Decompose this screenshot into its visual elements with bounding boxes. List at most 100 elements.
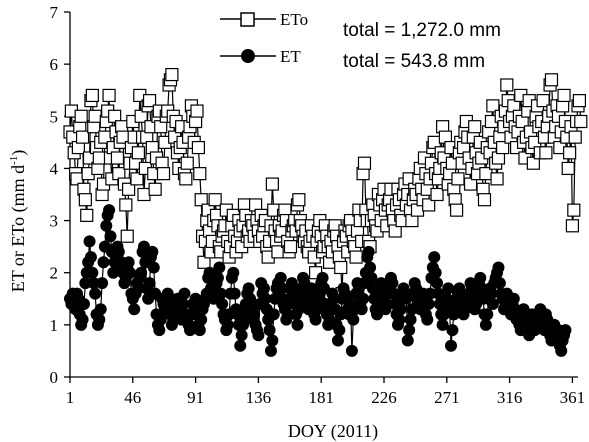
series-layer	[63, 67, 588, 357]
point-eto	[500, 78, 514, 92]
point-et	[263, 324, 276, 337]
point-eto	[292, 193, 306, 207]
point-eto	[197, 255, 211, 269]
point-et	[429, 266, 442, 279]
point-et	[135, 266, 148, 279]
point-et	[555, 344, 568, 357]
point-et	[77, 298, 90, 310]
point-et	[362, 245, 375, 258]
point-et	[485, 287, 498, 300]
point-et	[97, 256, 110, 269]
point-et	[234, 339, 247, 352]
point-eto	[156, 167, 171, 181]
point-et	[128, 303, 141, 316]
point-et	[333, 324, 346, 337]
point-eto	[565, 219, 580, 233]
point-et	[276, 282, 289, 295]
point-et	[195, 313, 208, 326]
y-axis-title-main: ET or ETo (mm d	[8, 165, 29, 292]
point-et	[453, 282, 466, 295]
point-et	[193, 324, 206, 337]
point-eto	[142, 94, 157, 108]
point-eto	[561, 161, 575, 176]
y-tick-label: 0	[50, 368, 59, 387]
point-eto	[567, 203, 581, 217]
point-et	[248, 308, 261, 321]
point-eto	[179, 172, 193, 186]
eto-total-annotation: total = 1,272.0 mm	[343, 20, 501, 41]
point-eto	[122, 182, 136, 196]
point-et	[112, 245, 125, 258]
point-eto	[165, 67, 179, 82]
point-et	[357, 292, 370, 305]
y-tick-label: 1	[50, 316, 59, 335]
legend-marker-et	[241, 49, 255, 63]
point-et	[403, 324, 416, 337]
point-et	[259, 292, 272, 305]
point-et	[285, 277, 298, 290]
y-tick-label: 2	[50, 264, 59, 283]
point-et	[401, 334, 414, 347]
point-eto	[148, 182, 162, 196]
x-tick-label: 316	[497, 388, 523, 407]
point-et	[394, 303, 407, 316]
point-et	[257, 282, 270, 295]
point-et	[94, 303, 107, 316]
point-et	[380, 298, 393, 310]
point-eto	[357, 156, 372, 170]
point-et	[122, 256, 135, 269]
point-eto	[85, 88, 99, 103]
point-et	[124, 266, 137, 279]
point-et	[386, 277, 399, 290]
point-eto	[137, 187, 151, 202]
point-eto	[477, 193, 492, 207]
y-tick-label: 5	[50, 107, 59, 126]
point-et	[316, 271, 329, 284]
point-et	[86, 266, 99, 279]
point-et	[442, 282, 455, 295]
point-eto	[563, 146, 577, 160]
y-tick-label: 3	[50, 212, 59, 231]
y-axis-title-close: )	[8, 150, 29, 156]
point-et	[213, 261, 226, 274]
point-eto	[349, 250, 363, 264]
series-et	[64, 204, 572, 357]
point-eto	[557, 88, 571, 103]
point-et	[227, 266, 240, 279]
point-eto	[134, 109, 148, 123]
point-eto	[108, 109, 122, 123]
point-et	[154, 313, 167, 326]
legend-label-et: ET	[280, 47, 301, 66]
point-eto	[544, 73, 559, 87]
point-et	[252, 329, 265, 342]
point-et	[428, 251, 441, 264]
point-eto	[572, 94, 586, 108]
point-eto	[283, 240, 298, 254]
series-eto	[63, 67, 588, 301]
point-et	[266, 334, 279, 347]
point-et	[331, 334, 344, 347]
point-et	[147, 261, 160, 274]
point-eto	[102, 88, 116, 103]
point-et	[281, 308, 294, 321]
point-et	[486, 298, 499, 310]
y-tick-label: 6	[50, 55, 59, 74]
point-et	[345, 344, 358, 357]
x-tick-label: 46	[124, 388, 141, 407]
point-et	[264, 344, 277, 357]
point-et	[327, 292, 340, 305]
point-eto	[539, 146, 553, 160]
point-et	[291, 318, 304, 331]
point-eto	[190, 104, 204, 118]
point-et	[244, 292, 257, 305]
point-eto	[193, 167, 207, 181]
point-et	[76, 313, 89, 326]
point-et	[103, 204, 116, 217]
point-eto	[208, 193, 222, 207]
point-eto	[119, 198, 133, 212]
point-et	[153, 324, 166, 337]
point-eto	[451, 172, 465, 186]
point-eto	[265, 177, 279, 191]
point-et	[393, 313, 406, 326]
